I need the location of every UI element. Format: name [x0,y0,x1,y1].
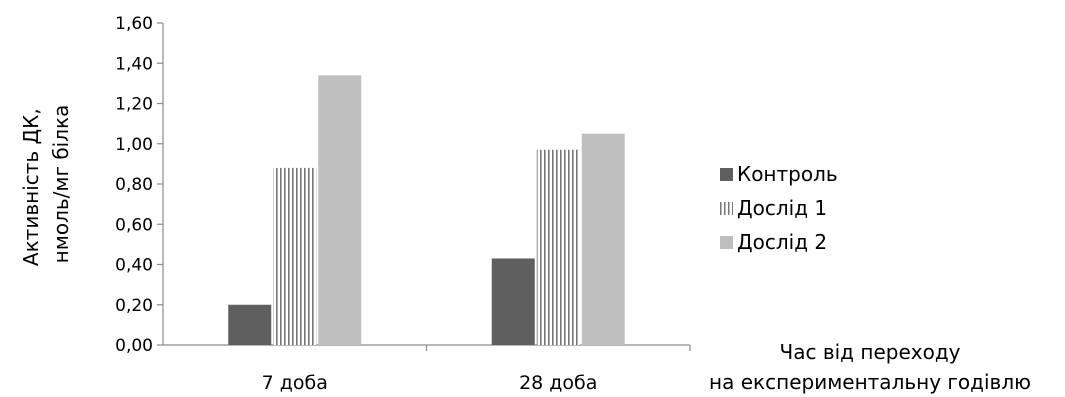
y-axis-label-line2: нмоль/мг білка [49,105,73,264]
y-tick-label: 0,20 [115,296,153,316]
legend-label-experiment-2: Дослід 2 [737,230,828,254]
bar-experiment-2-1 [581,133,625,345]
y-tick-label: 1,00 [115,135,153,155]
y-tick-label: 0,40 [115,256,153,276]
legend-swatch-experiment-2 [720,235,733,249]
legend-item-experiment-2: Дослід 2 [720,225,838,259]
bar-control-0 [228,304,272,345]
y-axis-label-line1: Активність ДК, [19,108,43,266]
y-tick-label: 1,40 [115,54,153,74]
legend: Контроль Дослід 1 Дослід 2 [720,157,838,259]
x-axis-title-line2: на експериментальну годівлю [709,370,1031,394]
legend-swatch-control [720,167,733,181]
bars [228,75,625,345]
x-category-label: 28 доба [519,372,597,394]
y-tick-label: 1,60 [115,14,153,34]
x-category-labels: 7 доба 28 доба [262,372,598,394]
bar-experiment-2-0 [318,75,362,345]
x-axis-title: Час від переходу на експериментальну год… [680,337,1060,397]
y-axis-label: Активність ДК, нмоль/мг білка [19,102,73,266]
y-tick-labels: 0,00 0,20 0,40 0,60 0,80 1,00 1,20 1,40 1,60 [115,14,153,356]
x-axis-title-line1: Час від переходу [779,340,961,364]
y-tick-label: 0,00 [115,336,153,356]
legend-item-experiment-1: Дослід 1 [720,191,838,225]
x-category-label: 7 доба [262,372,328,394]
bar-experiment-1-0 [273,167,317,345]
legend-label-control: Контроль [737,162,838,186]
legend-swatch-experiment-1 [720,201,733,215]
y-tick-label: 0,60 [115,215,153,235]
legend-item-control: Контроль [720,157,838,191]
bar-experiment-1-1 [536,149,580,345]
bar-control-1 [491,258,535,345]
y-tick-label: 1,20 [115,95,153,115]
legend-label-experiment-1: Дослід 1 [737,196,828,220]
y-tick-label: 0,80 [115,175,153,195]
